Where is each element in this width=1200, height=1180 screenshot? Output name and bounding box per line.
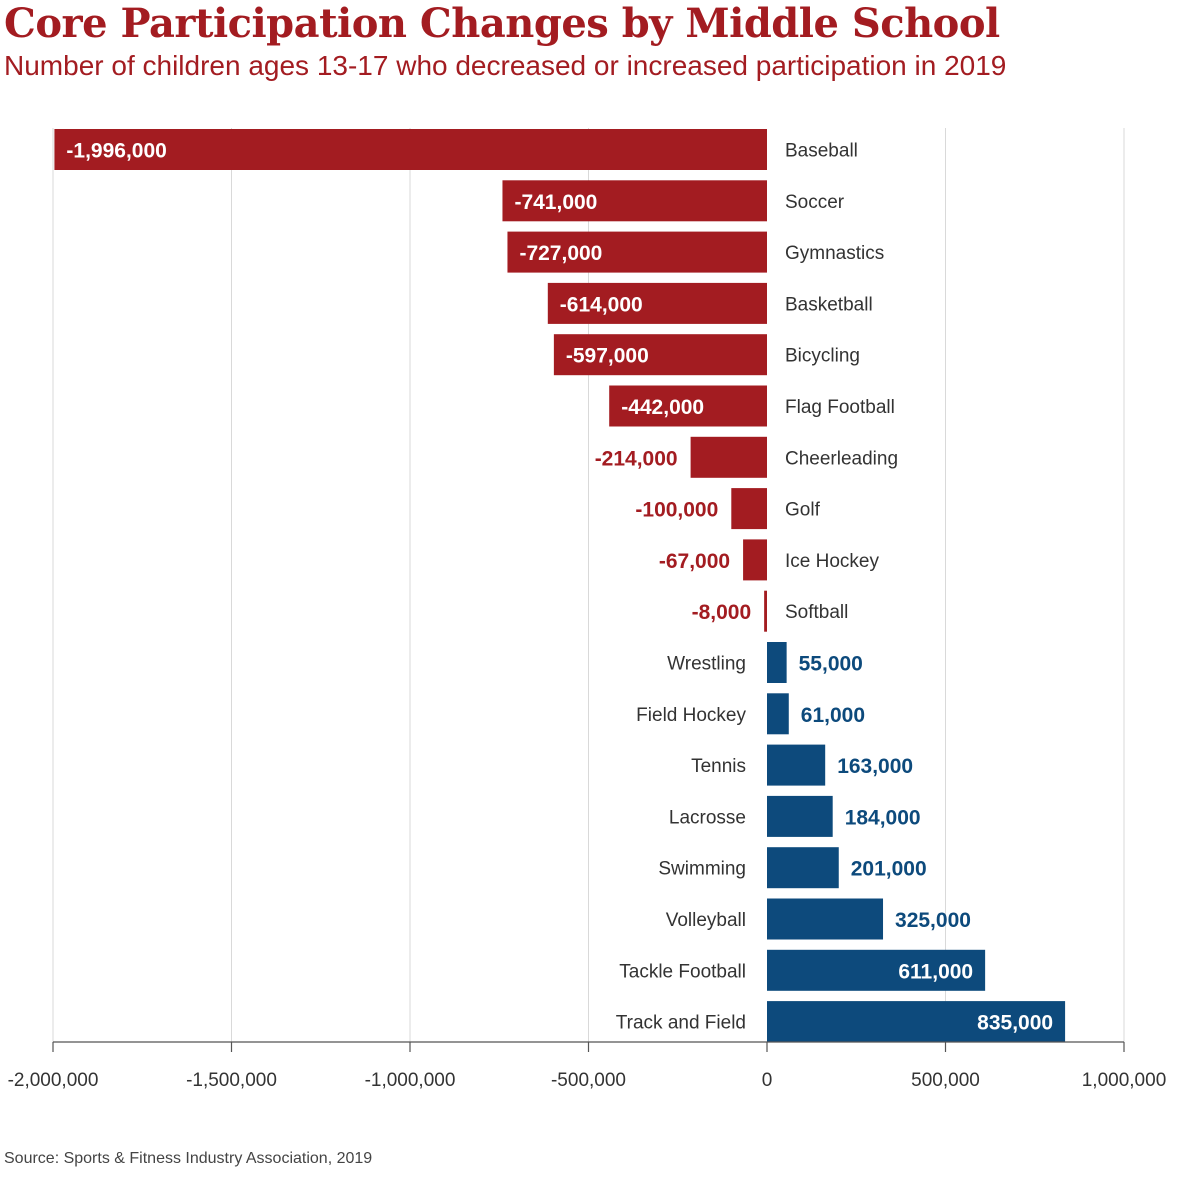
- value-label: 61,000: [801, 704, 865, 727]
- labels: Baseball -1,996,000 Soccer -741,000 Gymnasti…: [66, 140, 1053, 1035]
- bar: [553, 334, 767, 376]
- bar: [743, 539, 767, 581]
- value-label: 835,000: [977, 1012, 1053, 1035]
- category-label: Flag Football: [785, 397, 895, 418]
- category-label: Volleyball: [666, 910, 746, 931]
- value-label: 184,000: [845, 806, 921, 829]
- value-label: -1,996,000: [66, 140, 166, 163]
- value-label: -614,000: [560, 293, 643, 316]
- bar: [767, 1001, 1066, 1043]
- value-label: 55,000: [799, 653, 863, 676]
- bar: [507, 231, 767, 273]
- x-tick-label: -1,000,000: [365, 1070, 456, 1091]
- value-label: -67,000: [659, 550, 730, 573]
- x-tick-label: 1,000,000: [1082, 1070, 1167, 1091]
- bar: [767, 744, 826, 786]
- category-label: Swimming: [658, 859, 746, 880]
- category-label: Soccer: [785, 192, 845, 213]
- bar: [731, 488, 767, 530]
- category-label: Ice Hockey: [785, 551, 879, 572]
- value-label: -214,000: [595, 447, 678, 470]
- category-label: Wrestling: [667, 654, 746, 675]
- bar: [54, 129, 768, 170]
- bar: [764, 590, 767, 632]
- value-label: 201,000: [851, 858, 927, 881]
- category-label: Softball: [785, 602, 848, 623]
- value-label: 325,000: [895, 909, 971, 932]
- x-tick-label: 0: [762, 1070, 773, 1091]
- value-label: -8,000: [692, 601, 752, 624]
- value-label: 611,000: [898, 960, 973, 983]
- category-label: Bicycling: [785, 346, 860, 367]
- bar: [609, 385, 767, 427]
- bar: [767, 693, 789, 735]
- x-axis: -2,000,000 -1,500,000 -1,000,000 -500,000 0 5…: [8, 1041, 1167, 1091]
- bar: [767, 898, 884, 940]
- x-tick-label: 500,000: [911, 1070, 980, 1091]
- category-label: Lacrosse: [669, 807, 746, 828]
- bar: [767, 642, 787, 683]
- value-label: -727,000: [519, 242, 602, 265]
- bar: [502, 180, 767, 222]
- source-note: Source: Sports & Fitness Industry Associ…: [4, 1150, 373, 1167]
- x-tick-label: -1,500,000: [186, 1070, 277, 1091]
- bar: [767, 949, 986, 991]
- bar: [767, 795, 833, 837]
- category-label: Gymnastics: [785, 243, 884, 264]
- value-label: 163,000: [837, 755, 913, 778]
- category-label: Tennis: [691, 756, 746, 777]
- category-label: Tackle Football: [619, 961, 746, 982]
- bar: [547, 282, 767, 324]
- bars: [54, 129, 1066, 1043]
- x-tick-label: -500,000: [551, 1070, 626, 1091]
- chart-subtitle: Number of children ages 13-17 who decrea…: [4, 50, 1007, 81]
- value-label: -442,000: [621, 396, 704, 419]
- category-label: Basketball: [785, 294, 873, 315]
- x-tick-label: -2,000,000: [8, 1070, 99, 1091]
- bar: [767, 847, 839, 889]
- category-label: Golf: [785, 500, 821, 521]
- value-label: -741,000: [514, 191, 597, 214]
- category-label: Field Hockey: [636, 705, 746, 726]
- chart-title: Core Participation Changes by Middle Sch…: [4, 0, 1000, 47]
- gridlines: [52, 128, 1125, 1042]
- value-label: -597,000: [566, 345, 649, 368]
- category-label: Baseball: [785, 141, 858, 162]
- bar: [690, 436, 767, 478]
- value-label: -100,000: [635, 499, 718, 522]
- category-label: Track and Field: [616, 1013, 746, 1034]
- category-label: Cheerleading: [785, 448, 898, 469]
